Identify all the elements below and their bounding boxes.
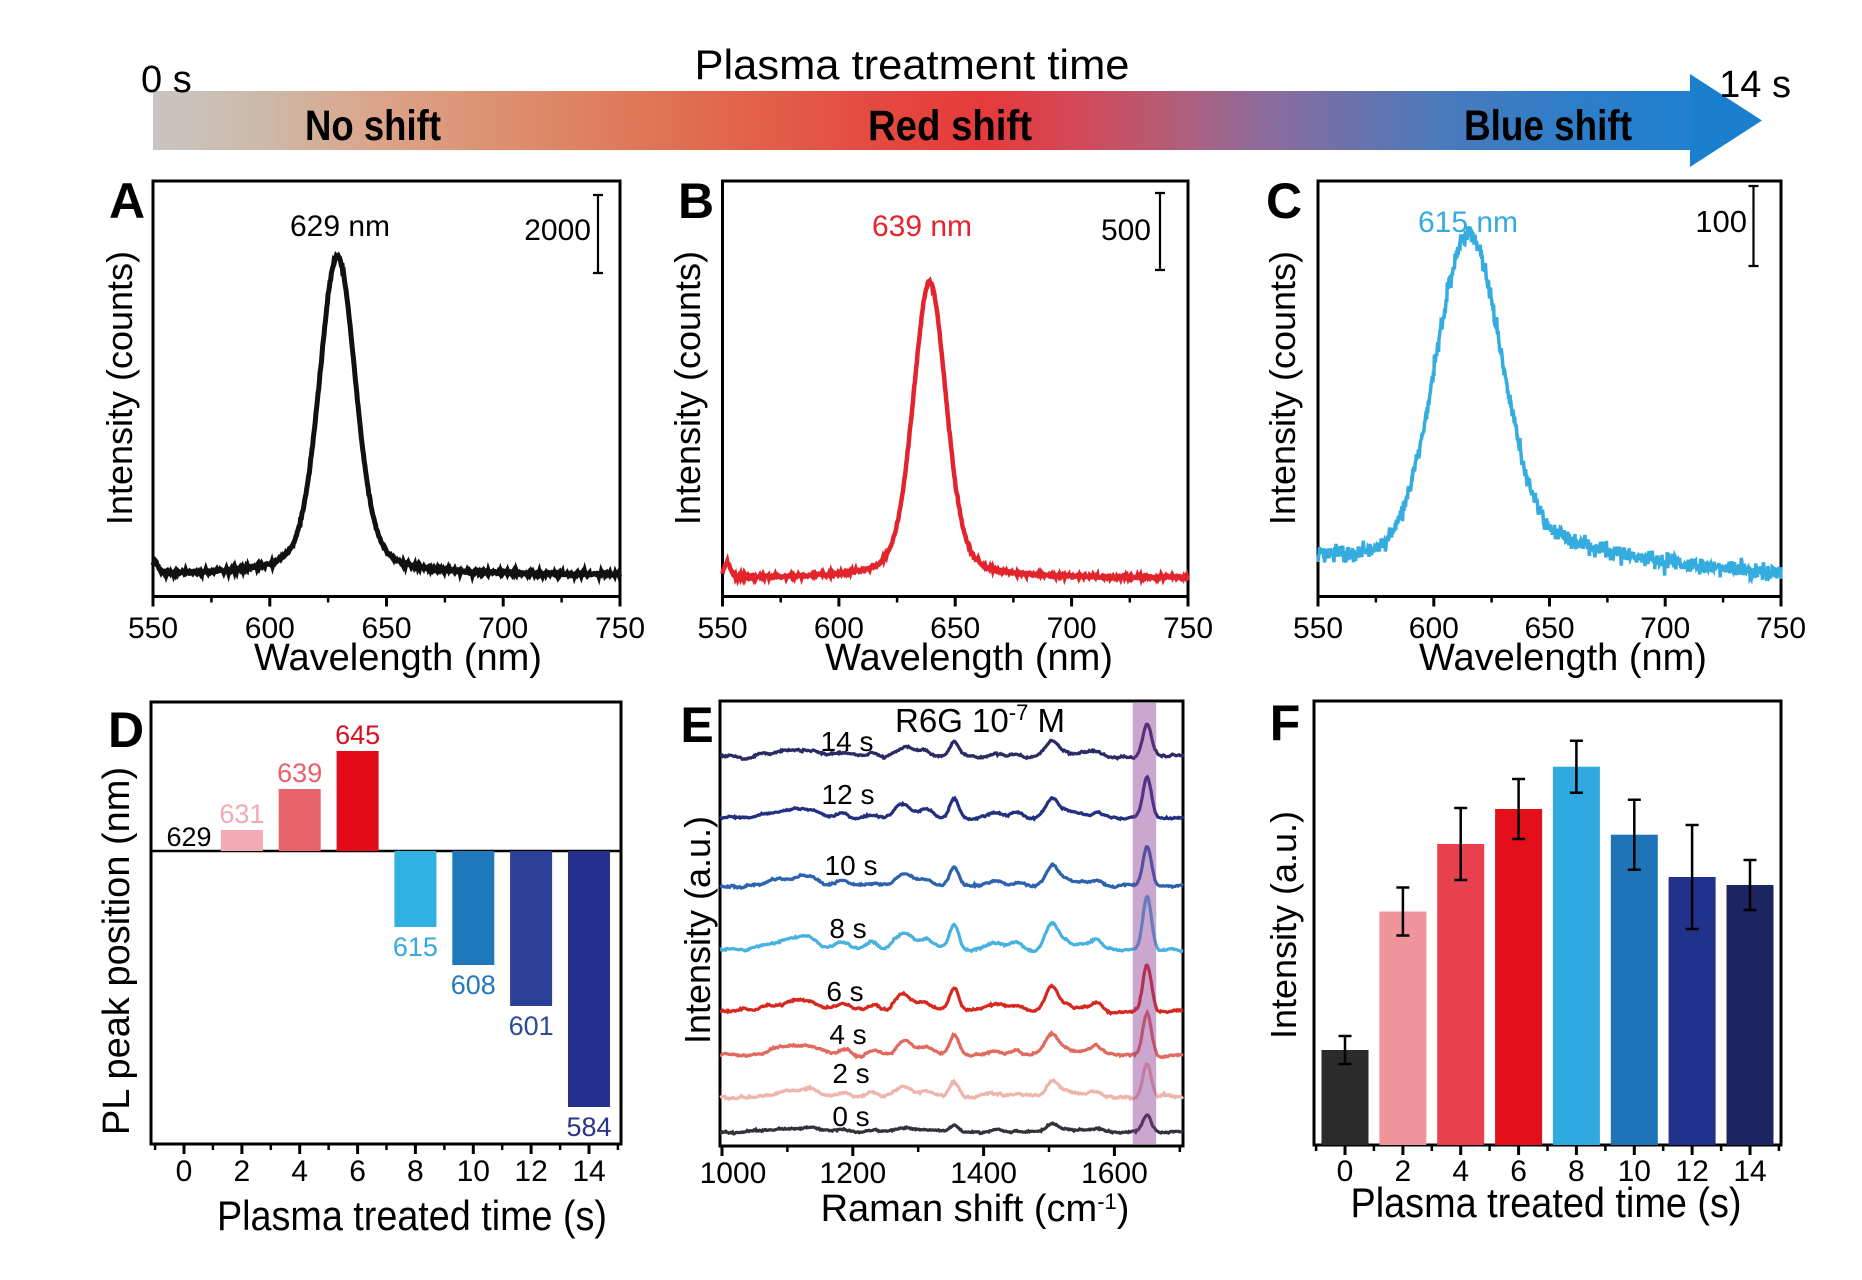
svg-text:1600: 1600 [1081, 1157, 1148, 1190]
svg-text:12: 12 [1675, 1155, 1708, 1188]
svg-text:Intensity (counts): Intensity (counts) [667, 251, 708, 525]
svg-text:600: 600 [245, 612, 295, 645]
svg-text:550: 550 [697, 612, 747, 645]
svg-text:639 nm: 639 nm [872, 210, 972, 243]
svg-text:D: D [108, 702, 144, 758]
svg-text:Intensity (a.u.): Intensity (a.u.) [1263, 811, 1304, 1039]
svg-text:C: C [1266, 173, 1302, 229]
svg-text:2 s: 2 s [832, 1058, 869, 1089]
svg-text:4 s: 4 s [829, 1019, 866, 1050]
svg-text:601: 601 [509, 1011, 554, 1041]
svg-text:Intensity (counts): Intensity (counts) [99, 251, 140, 525]
svg-text:F: F [1270, 695, 1301, 751]
svg-text:0: 0 [176, 1155, 193, 1188]
svg-text:700: 700 [1640, 612, 1690, 645]
svg-text:PL peak position (nm): PL peak position (nm) [96, 767, 138, 1135]
svg-text:750: 750 [1163, 612, 1213, 645]
svg-text:2000: 2000 [524, 214, 591, 247]
svg-text:No shift: No shift [305, 102, 441, 150]
svg-text:750: 750 [1756, 612, 1806, 645]
svg-text:2: 2 [234, 1155, 251, 1188]
svg-text:700: 700 [1047, 612, 1097, 645]
svg-text:Intensity (a.u.): Intensity (a.u.) [677, 816, 718, 1044]
svg-text:Wavelength (nm): Wavelength (nm) [1419, 637, 1707, 679]
svg-text:10 s: 10 s [825, 850, 878, 881]
svg-text:650: 650 [1524, 612, 1574, 645]
svg-text:550: 550 [128, 612, 178, 645]
svg-text:0 s: 0 s [141, 59, 192, 101]
svg-text:2: 2 [1395, 1155, 1412, 1188]
svg-text:500: 500 [1101, 214, 1151, 247]
svg-text:12: 12 [514, 1155, 547, 1188]
svg-text:Plasma treated time (s): Plasma treated time (s) [1351, 1179, 1742, 1226]
svg-text:650: 650 [930, 612, 980, 645]
svg-text:A: A [109, 173, 145, 229]
svg-text:639: 639 [277, 758, 322, 788]
svg-text:14: 14 [1733, 1155, 1766, 1188]
svg-text:Raman shift (cm-1): Raman shift (cm-1) [821, 1188, 1130, 1230]
svg-text:6: 6 [349, 1155, 366, 1188]
svg-text:700: 700 [478, 612, 528, 645]
svg-text:600: 600 [1409, 612, 1459, 645]
svg-text:629: 629 [166, 822, 211, 852]
svg-text:600: 600 [814, 612, 864, 645]
svg-text:6 s: 6 s [826, 976, 863, 1007]
svg-text:608: 608 [451, 970, 496, 1000]
svg-text:8: 8 [407, 1155, 424, 1188]
svg-text:B: B [678, 173, 714, 229]
svg-text:10: 10 [457, 1155, 490, 1188]
svg-text:0: 0 [1337, 1155, 1354, 1188]
svg-text:629 nm: 629 nm [290, 210, 390, 243]
svg-text:650: 650 [361, 612, 411, 645]
svg-text:14 s: 14 s [1719, 64, 1791, 106]
svg-text:6: 6 [1510, 1155, 1527, 1188]
svg-text:4: 4 [1452, 1155, 1469, 1188]
svg-text:750: 750 [595, 612, 645, 645]
svg-text:Blue shift: Blue shift [1464, 102, 1632, 150]
svg-text:R6G 10-7 M: R6G 10-7 M [895, 700, 1065, 740]
svg-text:Plasma treatment time: Plasma treatment time [695, 41, 1130, 88]
svg-text:14 s: 14 s [821, 726, 874, 757]
svg-text:Intensity (counts): Intensity (counts) [1262, 251, 1303, 525]
svg-text:645: 645 [335, 720, 380, 750]
svg-text:1000: 1000 [700, 1157, 767, 1190]
svg-text:631: 631 [219, 799, 264, 829]
svg-text:Red shift: Red shift [868, 102, 1032, 150]
svg-text:Plasma treated time (s): Plasma treated time (s) [217, 1192, 607, 1239]
svg-text:615: 615 [393, 932, 438, 962]
svg-text:Wavelength (nm): Wavelength (nm) [254, 637, 542, 679]
svg-text:1400: 1400 [950, 1157, 1017, 1190]
svg-text:E: E [680, 697, 713, 753]
svg-text:1200: 1200 [819, 1157, 886, 1190]
svg-text:8 s: 8 s [829, 913, 866, 944]
svg-text:550: 550 [1293, 612, 1343, 645]
svg-text:14: 14 [572, 1155, 605, 1188]
svg-text:Wavelength (nm): Wavelength (nm) [825, 637, 1113, 679]
svg-text:12 s: 12 s [822, 779, 875, 810]
svg-text:8: 8 [1568, 1155, 1585, 1188]
svg-text:0 s: 0 s [832, 1101, 869, 1132]
svg-text:100: 100 [1695, 204, 1747, 239]
svg-text:10: 10 [1618, 1155, 1651, 1188]
svg-text:584: 584 [566, 1112, 611, 1142]
svg-text:4: 4 [291, 1155, 308, 1188]
